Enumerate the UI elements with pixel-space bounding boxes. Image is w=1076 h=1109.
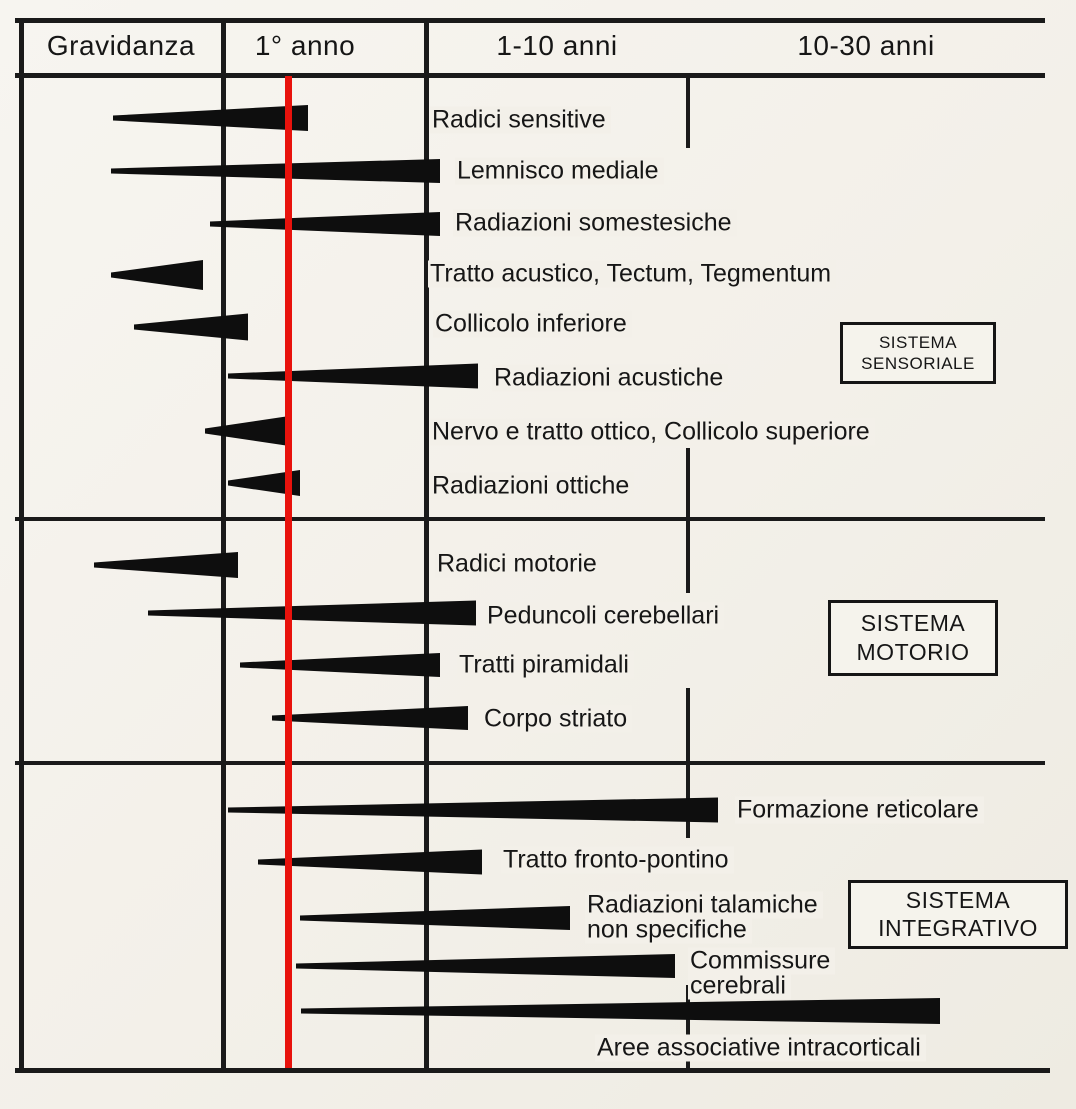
header-bottom-line (15, 73, 1045, 78)
column-divider-1-10anni-10-30anni-segment (686, 688, 690, 838)
bar-label-5: Radiazioni acustiche (492, 364, 729, 392)
column-divider-1-10anni-10-30anni-segment (686, 985, 690, 1068)
system-box-line: SENSORIALE (861, 354, 975, 373)
bar-label-11: Corpo striato (482, 705, 633, 733)
column-header-1-anno: 1° anno (254, 30, 356, 61)
myelination-bar-peduncoli-cerebellari (148, 600, 476, 626)
myelination-bar-tratti-piramidali (240, 653, 440, 677)
bar-label-9: Peduncoli cerebellari (485, 602, 725, 630)
myelination-bar-nervo-e-tratto-ottico-collicolo-superiore (205, 416, 286, 446)
bar-label-16: Aree associative intracorticali (595, 1034, 926, 1062)
system-box-line: SISTEMA (860, 610, 966, 637)
column-divider-1-10anni-10-30anni-segment (686, 448, 690, 593)
column-header-gravidanza: Gravidanza (46, 30, 196, 61)
column-header-1-10-anni: 1-10 anni (496, 30, 618, 61)
myelination-bar-radiazioni-talamiche (300, 906, 570, 930)
bar-label-1: Lemnisco mediale (455, 157, 664, 185)
myelination-bar-collicolo-inferiore (134, 313, 248, 341)
column-divider-1anno-1-10anni (424, 18, 429, 1073)
bar-label-4: Collicolo inferiore (433, 310, 632, 338)
system-box-line: MOTORIO (856, 639, 970, 665)
myelination-bar-radiazioni-ottiche (228, 470, 300, 496)
myelination-bar-corpo-striato (272, 706, 468, 730)
red-age-marker-line (285, 76, 292, 1068)
bar-label-14-line1: Radiazioni talamiche (585, 891, 823, 919)
table-bottom-border (15, 1068, 1050, 1073)
column-header-10-30-anni: 10-30 anni (797, 30, 935, 61)
myelination-bar-radiazioni-acustiche (228, 363, 478, 389)
myelination-bar-lemnisco-mediale (111, 159, 440, 183)
bar-label-6: Nervo e tratto ottico, Collicolo superio… (430, 418, 875, 446)
system-box-line: SISTEMA (878, 332, 958, 352)
bar-label-10: Tratti piramidali (457, 651, 634, 679)
bar-label-12: Formazione reticolare (735, 796, 984, 824)
myelination-bar-radiazioni-somestesiche (210, 212, 440, 236)
bar-label-14-line2: non specifiche (585, 916, 752, 944)
myelination-bar-tratto-acustico-tectum-tegmentum (111, 260, 203, 290)
bar-label-2: Radiazioni somestesiche (453, 209, 737, 237)
system-box-line: INTEGRATIVO (878, 914, 1038, 941)
bar-label-0: Radici sensitive (430, 106, 611, 134)
bar-label-15-line2: cerebrali (688, 972, 791, 1000)
table-top-border (15, 18, 1045, 23)
bar-label-15-line1: Commissure (688, 947, 836, 975)
system-box-sensoriale: SISTEMA SENSORIALE (840, 322, 996, 384)
myelination-bar-tratto-fronto-pontino (258, 849, 482, 875)
column-divider-1-10anni-10-30anni-segment (686, 73, 690, 148)
myelination-bar-radici-sensitive (113, 105, 308, 131)
system-box-integrativo: SISTEMA INTEGRATIVO (848, 880, 1068, 949)
section-divider-motorio-integrativo (15, 761, 1045, 765)
bar-label-7: Radiazioni ottiche (430, 472, 635, 500)
column-divider-gravidanza-1anno (221, 18, 226, 1073)
table-left-border (19, 18, 24, 1073)
myelination-bar-formazione-reticolare (228, 797, 718, 823)
myelination-bar-radici-motorie (94, 552, 238, 578)
system-box-line: SISTEMA (905, 886, 1011, 913)
bar-label-3: Tratto acustico, Tectum, Tegmentum (428, 260, 837, 288)
bar-label-13: Tratto fronto-pontino (501, 846, 734, 874)
system-box-motorio: SISTEMA MOTORIO (828, 600, 998, 676)
bar-label-8: Radici motorie (435, 550, 602, 578)
section-divider-sensoriale-motorio (15, 517, 1045, 521)
myelination-bar-aree-associative-intracorticali (301, 998, 940, 1024)
myelination-bar-commissure (296, 954, 675, 978)
